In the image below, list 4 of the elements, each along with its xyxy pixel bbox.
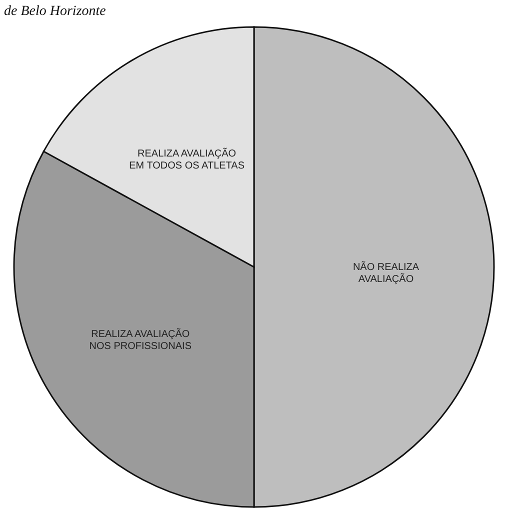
chart-title: de Belo Horizonte bbox=[4, 4, 106, 19]
slice-label: NÃO REALIZA AVALIAÇÃO bbox=[352, 261, 420, 285]
slice-label: REALIZA AVALIAÇÃO EM TODOS OS ATLETAS bbox=[129, 147, 245, 172]
slice-label: REALIZA AVALIAÇÃO NOS PROFISSIONAIS bbox=[89, 328, 192, 352]
